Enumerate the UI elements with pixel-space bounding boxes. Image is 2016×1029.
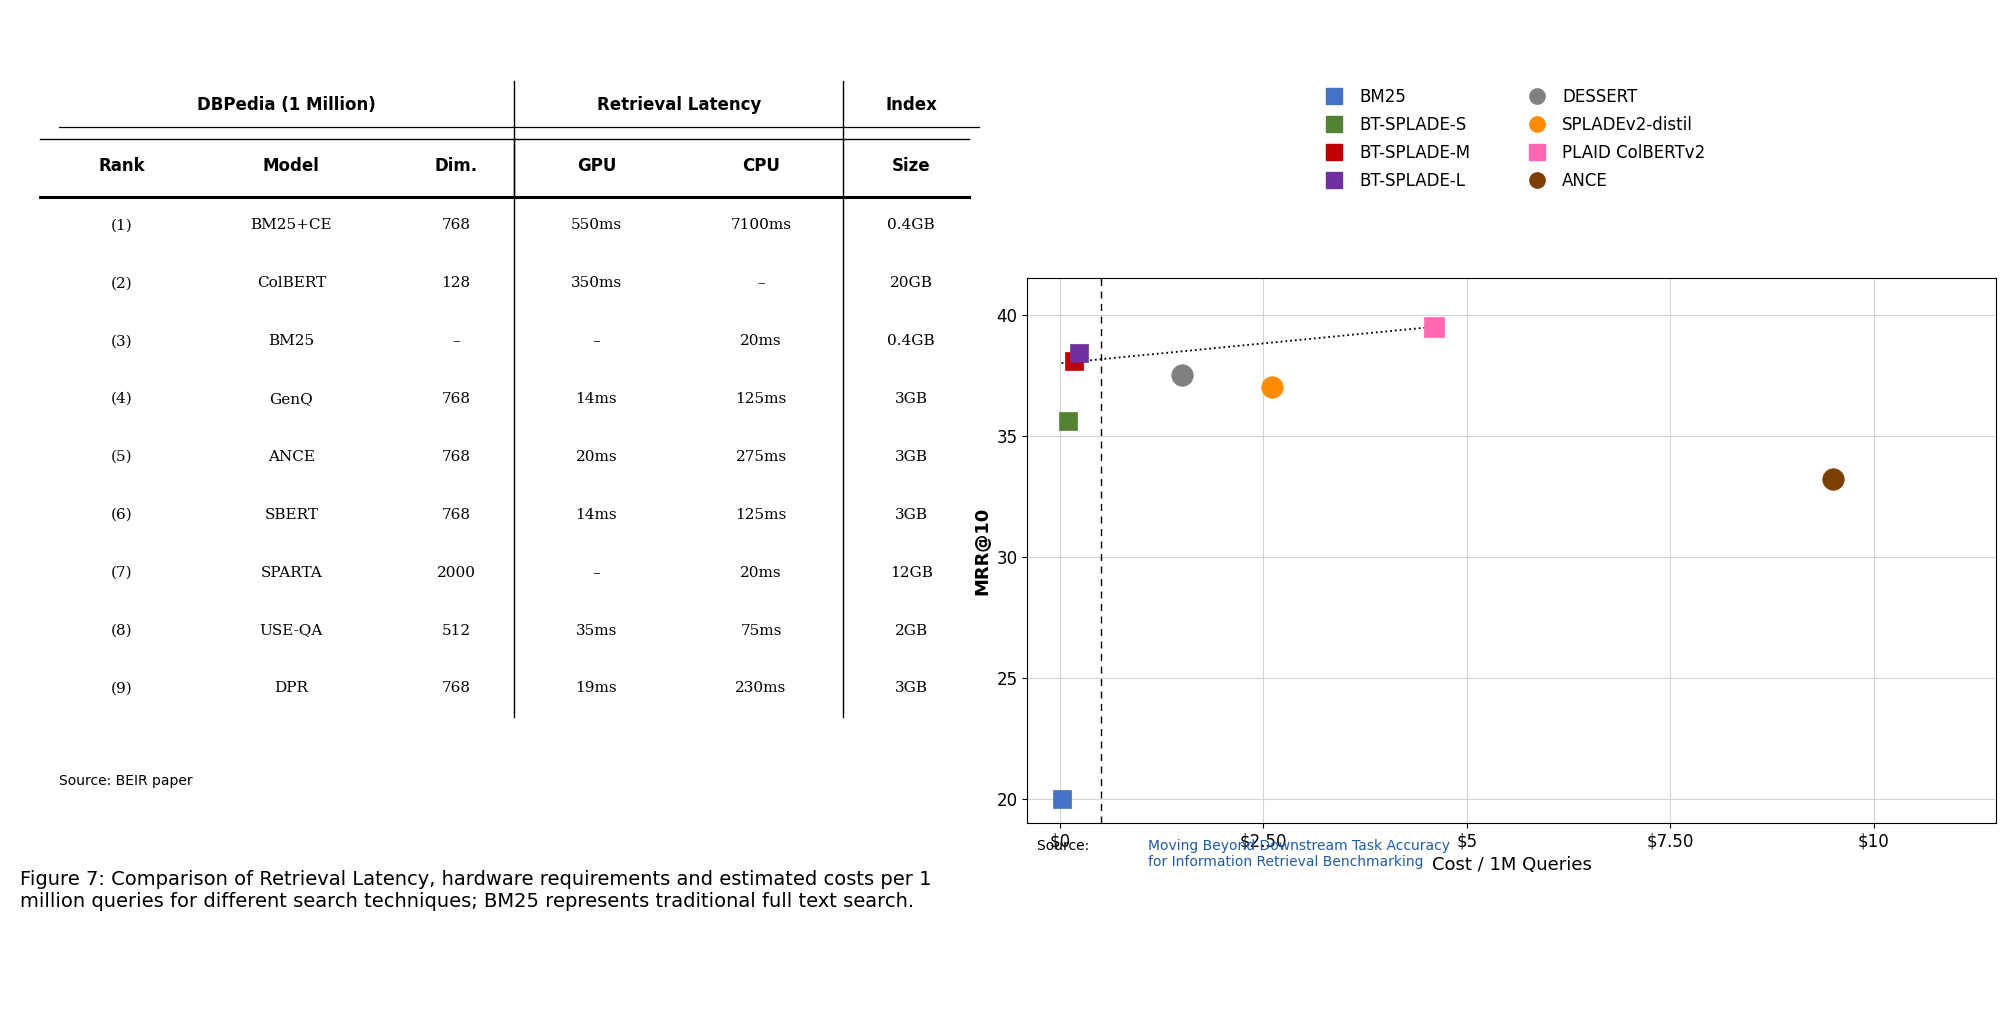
Text: GPU: GPU xyxy=(577,157,617,175)
Text: 125ms: 125ms xyxy=(736,392,786,406)
Text: Index: Index xyxy=(885,96,937,114)
Text: 512: 512 xyxy=(442,624,470,638)
Text: (4): (4) xyxy=(111,392,133,406)
Text: ColBERT: ColBERT xyxy=(256,277,327,290)
Text: 14ms: 14ms xyxy=(577,392,617,406)
Text: Size: Size xyxy=(891,157,931,175)
Text: GenQ: GenQ xyxy=(270,392,312,406)
Text: Retrieval Latency: Retrieval Latency xyxy=(597,96,760,114)
Text: DPR: DPR xyxy=(274,681,308,696)
Text: CPU: CPU xyxy=(742,157,780,175)
Text: Source:: Source: xyxy=(1038,839,1095,853)
Text: 7100ms: 7100ms xyxy=(730,218,792,233)
Text: 3GB: 3GB xyxy=(895,507,927,522)
Point xyxy=(1417,319,1450,335)
Text: 550ms: 550ms xyxy=(571,218,623,233)
Text: SBERT: SBERT xyxy=(264,507,319,522)
Text: (1): (1) xyxy=(111,218,133,233)
Text: 0.4GB: 0.4GB xyxy=(887,218,935,233)
Text: 19ms: 19ms xyxy=(577,681,617,696)
Text: BM25: BM25 xyxy=(268,334,314,348)
Text: –: – xyxy=(758,277,764,290)
Text: 75ms: 75ms xyxy=(740,624,782,638)
Text: USE-QA: USE-QA xyxy=(260,624,323,638)
Text: (8): (8) xyxy=(111,624,133,638)
Text: 350ms: 350ms xyxy=(571,277,623,290)
Text: (5): (5) xyxy=(111,450,133,464)
Text: 20ms: 20ms xyxy=(740,334,782,348)
Text: DBPedia (1 Million): DBPedia (1 Million) xyxy=(198,96,375,114)
Text: Model: Model xyxy=(262,157,321,175)
Point xyxy=(1816,471,1849,488)
Text: Figure 7: Comparison of Retrieval Latency, hardware requirements and estimated c: Figure 7: Comparison of Retrieval Latenc… xyxy=(20,870,931,911)
Text: –: – xyxy=(593,334,601,348)
Text: 768: 768 xyxy=(442,218,470,233)
Point xyxy=(1165,367,1198,384)
Text: (7): (7) xyxy=(111,566,133,579)
Text: Source: BEIR paper: Source: BEIR paper xyxy=(58,774,192,788)
Text: 230ms: 230ms xyxy=(736,681,786,696)
Text: 3GB: 3GB xyxy=(895,450,927,464)
Text: 768: 768 xyxy=(442,681,470,696)
Text: 20ms: 20ms xyxy=(577,450,617,464)
Text: Rank: Rank xyxy=(99,157,145,175)
Text: 14ms: 14ms xyxy=(577,507,617,522)
Text: 768: 768 xyxy=(442,392,470,406)
Point xyxy=(1058,352,1091,368)
Text: 2000: 2000 xyxy=(437,566,476,579)
Y-axis label: MRR@10: MRR@10 xyxy=(974,506,992,595)
Text: 275ms: 275ms xyxy=(736,450,786,464)
Text: 3GB: 3GB xyxy=(895,392,927,406)
Point xyxy=(1052,413,1085,429)
X-axis label: Cost / 1M Queries: Cost / 1M Queries xyxy=(1431,856,1591,875)
Text: (2): (2) xyxy=(111,277,133,290)
Text: 768: 768 xyxy=(442,450,470,464)
Text: 125ms: 125ms xyxy=(736,507,786,522)
Text: 20ms: 20ms xyxy=(740,566,782,579)
Text: (6): (6) xyxy=(111,507,133,522)
Text: –: – xyxy=(593,566,601,579)
Text: 12GB: 12GB xyxy=(889,566,933,579)
Text: 35ms: 35ms xyxy=(577,624,617,638)
Text: –: – xyxy=(452,334,460,348)
Text: 3GB: 3GB xyxy=(895,681,927,696)
Text: 768: 768 xyxy=(442,507,470,522)
Point xyxy=(1062,345,1095,361)
Point xyxy=(1046,790,1079,807)
Text: 2GB: 2GB xyxy=(895,624,927,638)
Text: 20GB: 20GB xyxy=(889,277,933,290)
Text: BM25+CE: BM25+CE xyxy=(250,218,333,233)
Text: SPARTA: SPARTA xyxy=(260,566,323,579)
FancyBboxPatch shape xyxy=(20,77,988,792)
Text: Dim.: Dim. xyxy=(433,157,478,175)
Text: 0.4GB: 0.4GB xyxy=(887,334,935,348)
Text: ANCE: ANCE xyxy=(268,450,314,464)
Legend: BM25, BT-SPLADE-S, BT-SPLADE-M, BT-SPLADE-L, DESSERT, SPLADEv2-distil, PLAID Col: BM25, BT-SPLADE-S, BT-SPLADE-M, BT-SPLAD… xyxy=(1318,87,1706,189)
Text: (9): (9) xyxy=(111,681,133,696)
Text: (3): (3) xyxy=(111,334,133,348)
Text: 128: 128 xyxy=(442,277,470,290)
Text: Moving Beyond Downstream Task Accuracy
for Information Retrieval Benchmarking: Moving Beyond Downstream Task Accuracy f… xyxy=(1149,839,1450,868)
Point xyxy=(1256,379,1288,395)
